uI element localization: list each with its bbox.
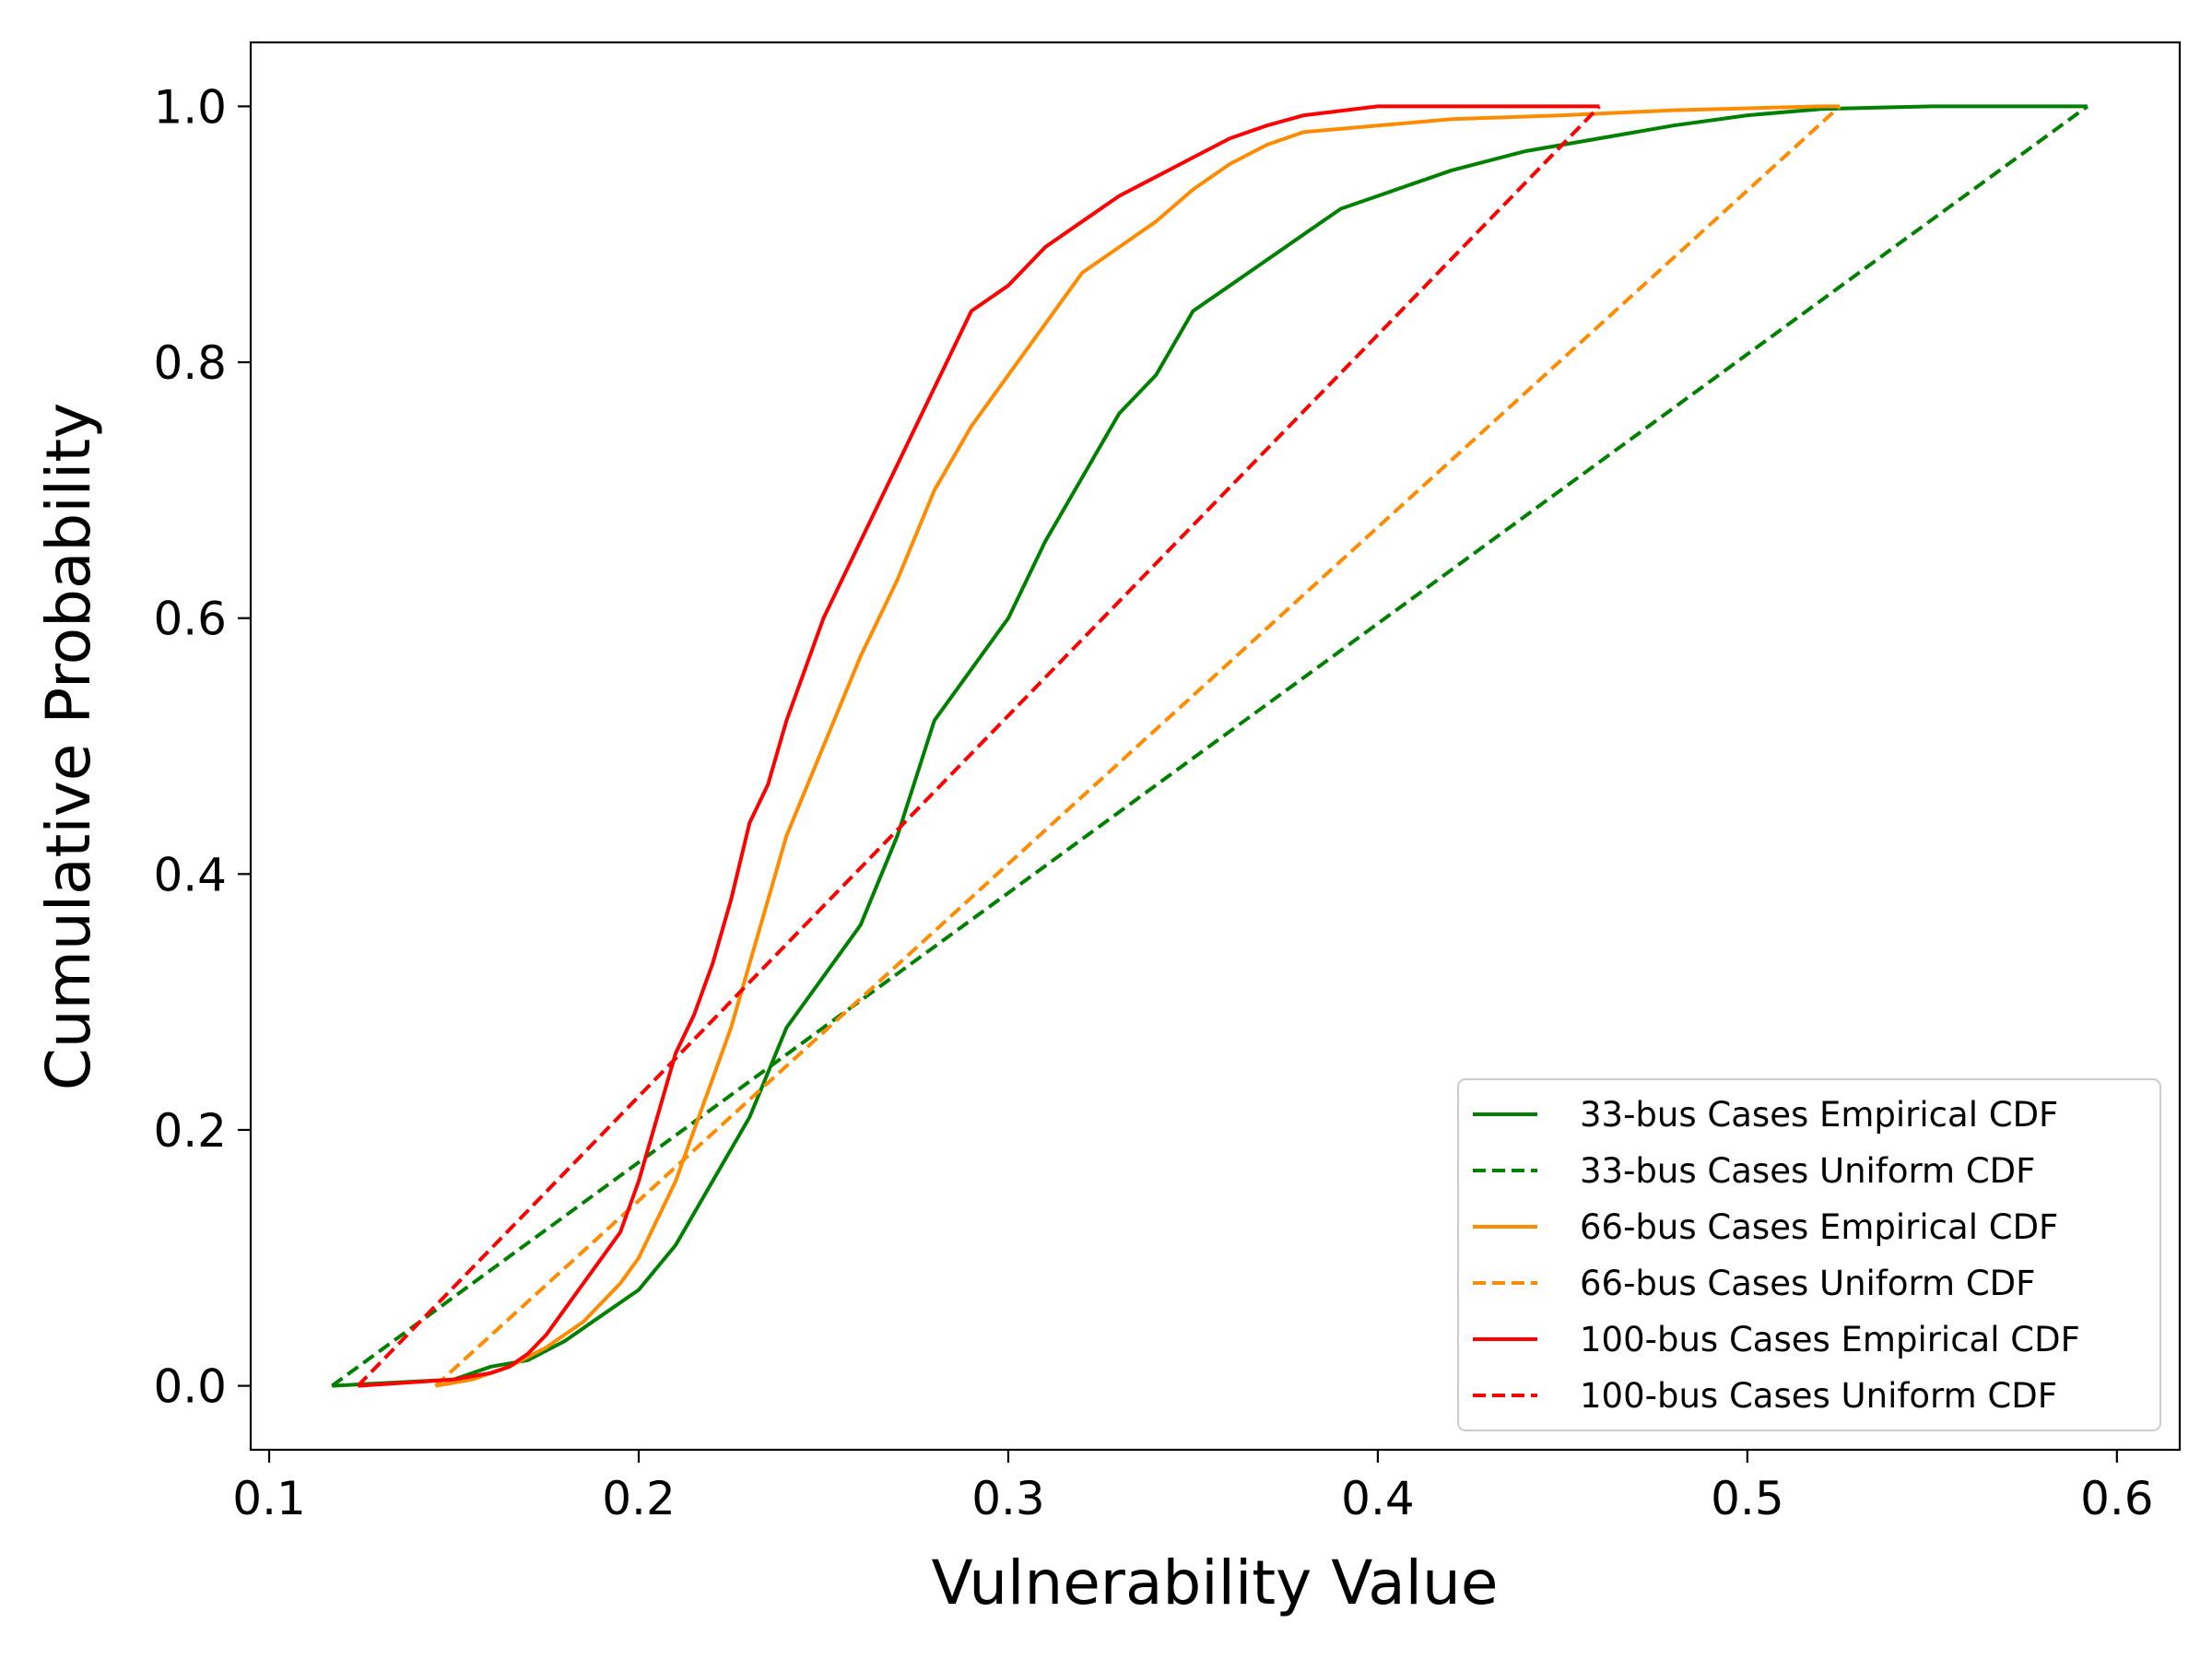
- series-layer: [331, 104, 2088, 1388]
- series-line-1: [332, 104, 2088, 1388]
- y-tick-label: 0.0: [153, 1360, 227, 1414]
- legend: 33-bus Cases Empirical CDF 33-bus Cases U…: [1457, 1078, 2161, 1431]
- legend-label-5: 100-bus Cases Empirical CDF: [1580, 1320, 2080, 1359]
- series-line-3: [435, 104, 1841, 1388]
- legend-label-3: 66-bus Cases Empirical CDF: [1580, 1207, 2058, 1247]
- series-line-2: [331, 104, 2088, 1388]
- series-line-6: [356, 105, 1601, 1387]
- x-tick-label: 0.6: [2080, 1472, 2154, 1525]
- x-axis-ticks: 0.1 0.2 0.3 0.4 0.5 0.6: [232, 1450, 2154, 1525]
- x-tick-label: 0.3: [971, 1472, 1045, 1525]
- legend-box: [1457, 1078, 2161, 1431]
- legend-label-2: 33-bus Cases Uniform CDF: [1580, 1151, 2035, 1191]
- x-tick-label: 0.2: [602, 1472, 676, 1525]
- x-axis-title: Vulnerability Value: [932, 1547, 1499, 1618]
- y-tick-label: 0.6: [153, 593, 227, 646]
- y-axis-title: Cumulative Probability: [33, 403, 104, 1091]
- legend-label-4: 66-bus Cases Uniform CDF: [1580, 1264, 2035, 1303]
- x-tick-label: 0.4: [1341, 1472, 1415, 1525]
- series-line-5: [358, 104, 1600, 1388]
- y-axis-ticks: 0.0 0.2 0.4 0.6 0.8 1.0: [153, 80, 251, 1414]
- y-tick-label: 1.0: [153, 80, 227, 134]
- x-tick-label: 0.5: [1711, 1472, 1784, 1525]
- x-tick-label: 0.1: [232, 1472, 306, 1525]
- legend-label-6: 100-bus Cases Uniform CDF: [1580, 1376, 2057, 1416]
- legend-label-1: 33-bus Cases Empirical CDF: [1580, 1095, 2058, 1135]
- y-tick-label: 0.2: [153, 1104, 227, 1158]
- y-tick-label: 0.8: [153, 336, 227, 390]
- series-line-4: [434, 104, 1841, 1388]
- y-tick-label: 0.4: [153, 848, 227, 901]
